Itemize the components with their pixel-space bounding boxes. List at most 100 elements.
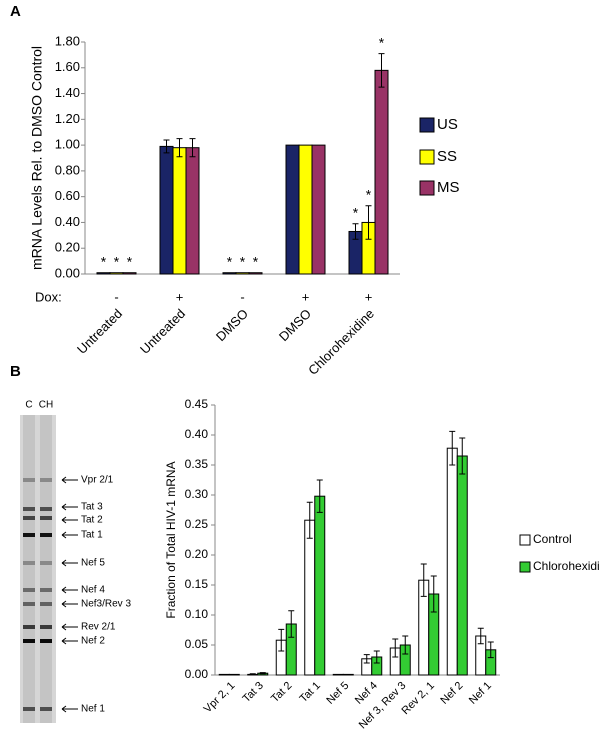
legend-label: MS [437, 179, 460, 196]
error-bar [189, 138, 196, 158]
error-bar [402, 635, 409, 655]
bar [285, 144, 300, 275]
error-bar [373, 650, 380, 664]
gel-lane [23, 415, 35, 723]
error-bar [459, 437, 466, 475]
y-tick-label: 0.20 [55, 240, 80, 255]
dox-value: + [365, 289, 373, 304]
x-tick-label: Untreated [137, 306, 188, 357]
band-arrow [61, 516, 78, 524]
band-arrow [61, 559, 78, 567]
y-tick-label: 0.15 [185, 577, 209, 591]
legend-swatch [419, 180, 435, 196]
dox-value: + [302, 289, 310, 304]
band-label: Nef 4 [81, 585, 105, 596]
y-tick-label: 0.45 [185, 397, 209, 411]
error-bar [449, 430, 456, 466]
gel-band [23, 507, 35, 511]
y-tick-label: 1.40 [55, 85, 80, 100]
bar [342, 673, 354, 676]
y-tick-label: 0.05 [185, 637, 209, 651]
bar [304, 519, 316, 676]
lane-label: C [25, 400, 32, 411]
gel-band [40, 639, 52, 643]
gel-band [23, 588, 35, 592]
gel-band [40, 533, 52, 537]
bar [185, 147, 200, 275]
bar [235, 272, 250, 275]
gel-band [40, 561, 52, 565]
gel-band [40, 478, 52, 482]
gel-band [23, 639, 35, 643]
gel-band [40, 507, 52, 511]
legend-label: Control [533, 532, 572, 546]
band-arrow [61, 476, 78, 484]
panel-label: B [10, 363, 21, 380]
gel-lane [40, 415, 52, 723]
bar [109, 272, 124, 275]
band-label: Nef 1 [81, 704, 105, 715]
bar [96, 272, 111, 275]
gel-band [40, 602, 52, 606]
bar [172, 147, 187, 275]
panel-label: A [10, 3, 21, 20]
y-tick-label: 1.20 [55, 111, 80, 126]
significance-mark: * [240, 253, 246, 269]
bar [218, 673, 230, 676]
error-bar [176, 138, 183, 158]
gel-band [23, 516, 35, 520]
band-arrow [61, 705, 78, 713]
error-bar [316, 479, 323, 513]
gel-band [40, 588, 52, 592]
band-label: Rev 2/1 [81, 622, 116, 633]
bar [159, 145, 174, 275]
x-tick-label: Untreated [74, 306, 125, 357]
lane-label: CH [39, 400, 53, 411]
legend-label: SS [437, 148, 457, 165]
y-tick-label: 0.40 [55, 214, 80, 229]
significance-mark: * [379, 34, 385, 50]
legend-label: US [437, 116, 458, 133]
x-tick-label: DMSO [276, 306, 314, 344]
x-tick-label: DMSO [213, 306, 251, 344]
y-tick-label: 0.35 [185, 457, 209, 471]
legend-swatch [419, 149, 435, 165]
error-bar [288, 610, 295, 638]
error-bar [363, 654, 370, 664]
error-bar [306, 501, 313, 539]
bar [456, 455, 468, 676]
legend-swatch [519, 534, 531, 546]
bar [311, 144, 326, 275]
band-label: Tat 1 [81, 530, 103, 541]
gel-band [23, 478, 35, 482]
x-tick-label: Tat 2 [269, 680, 294, 705]
bar [222, 272, 237, 275]
x-tick-label: Tat 1 [298, 680, 323, 705]
gel-band [23, 533, 35, 537]
gel-band [23, 561, 35, 565]
error-bar [430, 575, 437, 613]
y-tick-label: 0.00 [185, 667, 209, 681]
x-tick-label: Tat 3 [241, 680, 266, 705]
y-tick-label: 0.40 [185, 427, 209, 441]
gel-band [40, 516, 52, 520]
x-tick-label: Chlorohexidine [305, 306, 377, 378]
significance-mark: * [114, 253, 120, 269]
y-tick-label: 1.00 [55, 137, 80, 152]
error-bar [420, 563, 427, 597]
significance-mark: * [253, 253, 259, 269]
significance-mark: * [227, 253, 233, 269]
y-tick-label: 0.80 [55, 162, 80, 177]
bar [374, 69, 389, 275]
dox-value: + [176, 289, 184, 304]
error-bar [259, 672, 266, 675]
bar [248, 272, 263, 275]
band-label: Tat 3 [81, 502, 103, 513]
band-arrow [61, 503, 78, 511]
band-arrow [61, 586, 78, 594]
y-tick-label: 1.80 [55, 33, 80, 48]
gel-band [23, 625, 35, 629]
error-bar [487, 641, 494, 659]
band-arrow [61, 637, 78, 645]
y-axis-title: Fraction of Total HIV-1 mRNA [164, 461, 178, 618]
